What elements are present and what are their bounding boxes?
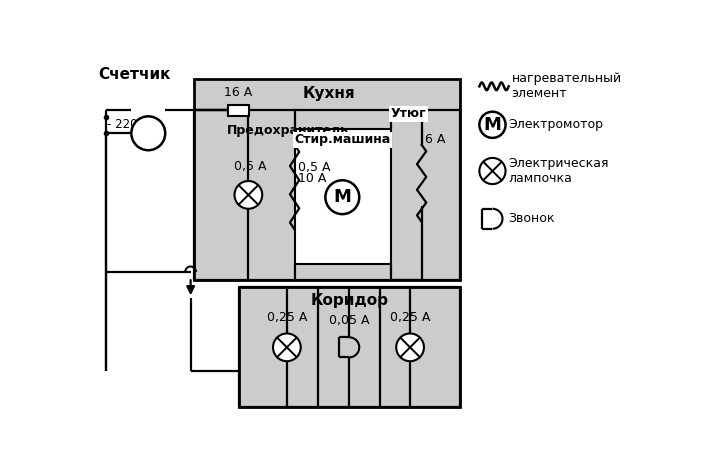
Bar — [239, 287, 460, 407]
Circle shape — [273, 333, 301, 361]
Text: Счетчик: Счетчик — [98, 67, 170, 82]
Circle shape — [325, 180, 359, 214]
Text: Электрическая
лампочка: Электрическая лампочка — [508, 157, 609, 185]
Text: Предохранитель: Предохранитель — [226, 124, 349, 137]
Text: Стир.машина: Стир.машина — [295, 133, 390, 146]
Text: 0,05 А: 0,05 А — [329, 314, 369, 327]
Text: Электромотор: Электромотор — [508, 118, 604, 131]
Circle shape — [234, 181, 262, 209]
Text: M: M — [484, 116, 501, 134]
Text: 6 А: 6 А — [425, 133, 446, 146]
Text: 16 А: 16 А — [224, 86, 253, 98]
Circle shape — [131, 116, 165, 150]
Text: 0,25 А: 0,25 А — [267, 311, 307, 324]
Text: Звонок: Звонок — [508, 212, 555, 225]
Text: нагревательный
элемент: нагревательный элемент — [512, 72, 622, 100]
Text: Кухня: Кухня — [303, 85, 356, 100]
Text: M: M — [334, 188, 351, 206]
Text: 0,5 А: 0,5 А — [234, 160, 267, 174]
Text: 10 А: 10 А — [298, 172, 327, 185]
Circle shape — [479, 158, 506, 184]
Text: 0,25 А: 0,25 А — [390, 311, 430, 324]
Text: Коридор: Коридор — [310, 294, 388, 309]
Text: Утюг: Утюг — [391, 107, 426, 120]
Text: 0,5 А: 0,5 А — [298, 161, 331, 174]
Bar — [228, 105, 249, 115]
Circle shape — [479, 112, 506, 138]
Text: - 220 V: - 220 V — [107, 118, 150, 131]
Circle shape — [396, 333, 424, 361]
Bar — [195, 79, 460, 280]
Bar — [295, 129, 390, 264]
